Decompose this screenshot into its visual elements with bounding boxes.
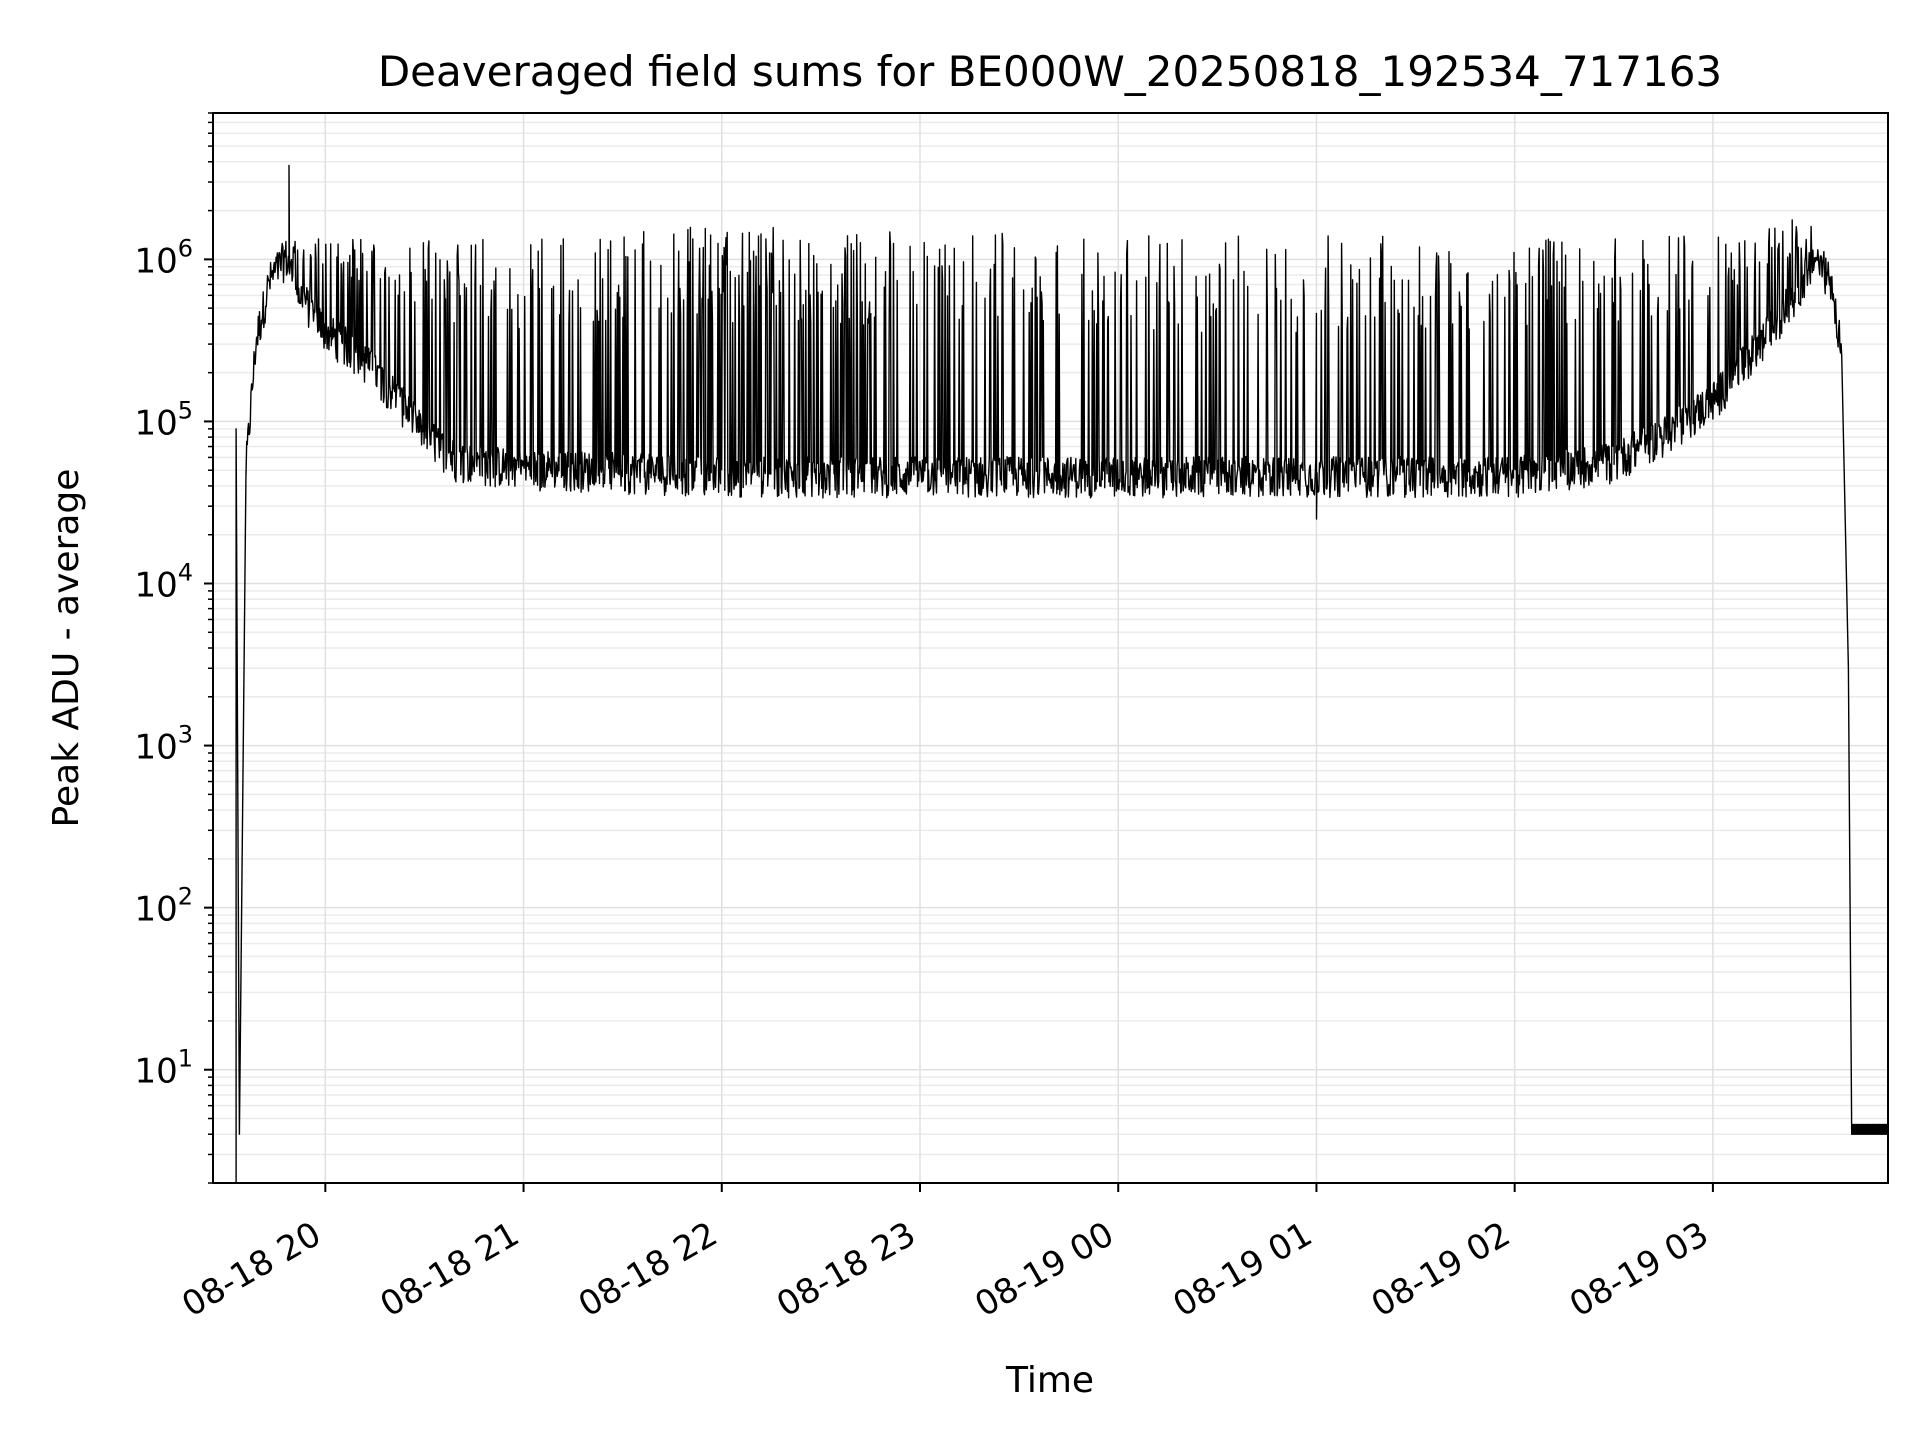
x-tick-label: 08-19 01 [1167, 1214, 1319, 1325]
y-tick-label: 101 [134, 1045, 193, 1092]
x-tick-label: 08-18 22 [572, 1214, 724, 1325]
x-tick-label: 08-18 23 [770, 1214, 922, 1325]
x-tick-label: 08-18 21 [374, 1214, 526, 1325]
x-axis: 08-18 20 08-18 21 08-18 22 08-18 23 08-19 00… [175, 1183, 1715, 1325]
plot-area [235, 164, 1889, 1183]
y-tick-label: 103 [134, 721, 193, 768]
x-tick-label: 08-19 00 [968, 1214, 1120, 1325]
series-line [235, 164, 1889, 1183]
x-tick-label: 08-19 03 [1563, 1214, 1715, 1325]
y-tick-label: 102 [134, 883, 193, 930]
chart-title: Deaveraged field sums for BE000W_2025081… [378, 47, 1722, 96]
grid [213, 112, 1888, 1184]
x-tick-label: 08-19 02 [1365, 1214, 1517, 1325]
x-axis-label: Time [1005, 1360, 1094, 1401]
y-tick-label: 105 [134, 396, 193, 443]
y-axis-label: Peak ADU - average [46, 469, 87, 828]
x-tick-label: 08-18 20 [175, 1214, 327, 1325]
y-tick-label: 106 [134, 234, 193, 281]
y-axis: 101 102 103 104 105 106 [134, 112, 213, 1184]
y-tick-label: 104 [134, 559, 193, 606]
